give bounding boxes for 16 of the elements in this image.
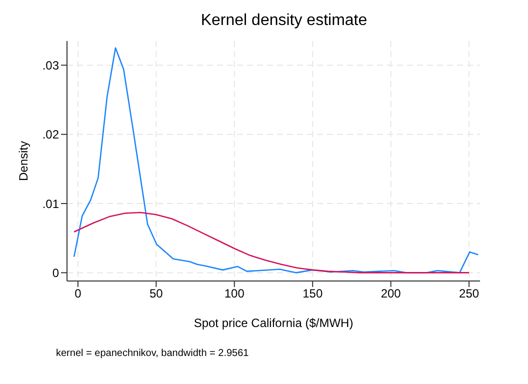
y-tick-label: .02 [42, 128, 60, 142]
x-axis-title: Spot price California ($/MWH) [194, 316, 354, 330]
line-series [73, 212, 470, 274]
x-tick-label: 150 [302, 286, 323, 301]
y-tick-label: .03 [42, 58, 60, 72]
y-tick-label: 0 [52, 266, 60, 280]
text: kernel = epanechnikov, bandwidth = 2.9561 [56, 348, 249, 359]
x-tick-label: 250 [459, 286, 480, 301]
x-tick-label: 50 [149, 286, 164, 301]
x-tick-label: 0 [74, 286, 82, 301]
x-tick-label: 200 [380, 286, 402, 301]
y-tick-label: .01 [42, 196, 60, 211]
y-axis-title: Density [16, 140, 30, 182]
chart-title: Kernel density estimate [200, 11, 368, 31]
line-series [73, 47, 479, 274]
x-tick-label: 100 [224, 286, 245, 301]
